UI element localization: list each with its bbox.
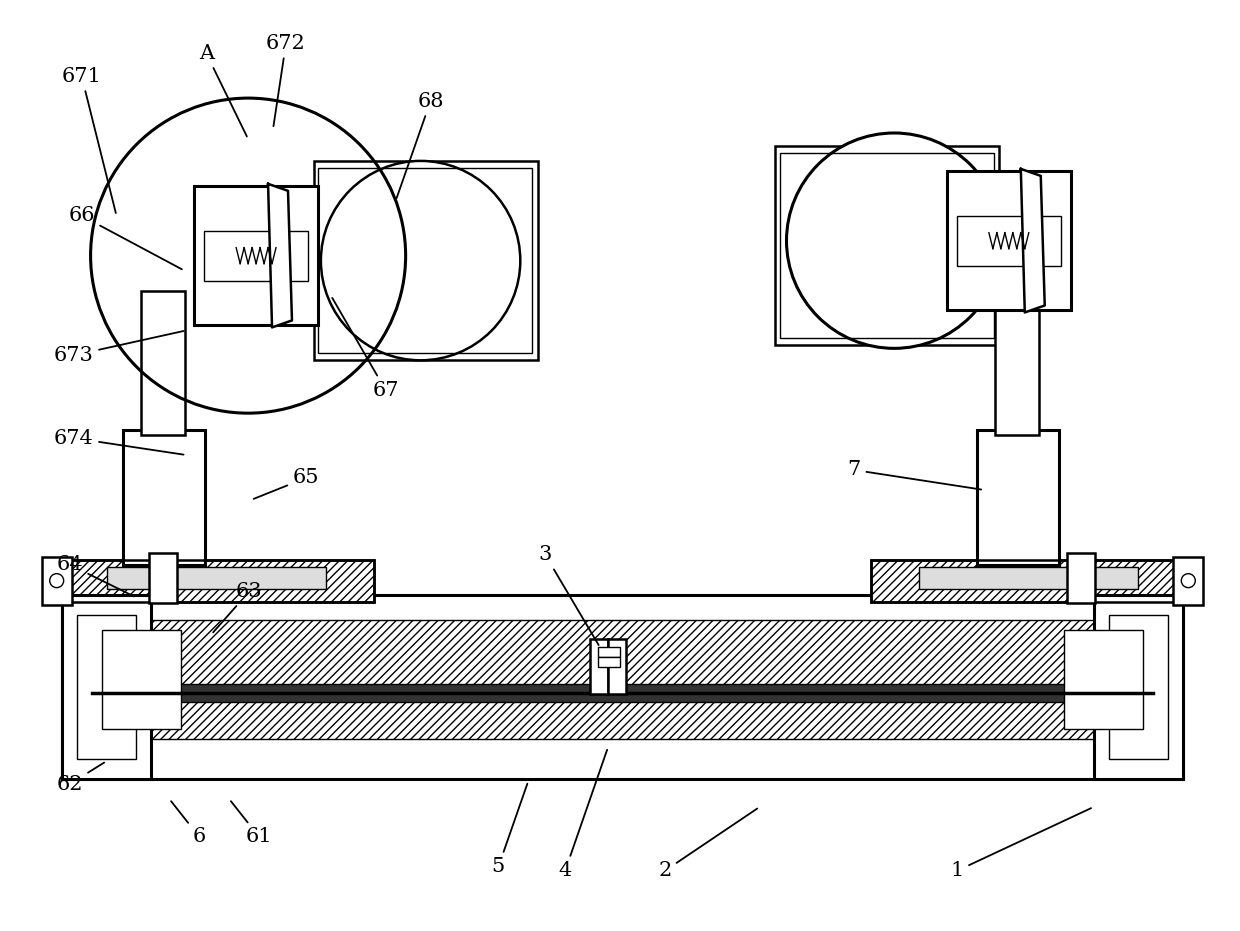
Bar xyxy=(1173,557,1203,604)
Bar xyxy=(590,640,608,695)
Bar xyxy=(42,557,72,604)
Circle shape xyxy=(1182,573,1195,587)
Bar xyxy=(92,619,1153,739)
Bar xyxy=(141,290,185,435)
Bar xyxy=(69,560,373,601)
Circle shape xyxy=(321,161,521,360)
Bar xyxy=(872,560,1176,601)
Text: 6: 6 xyxy=(171,802,206,846)
Text: 3: 3 xyxy=(538,546,599,645)
Bar xyxy=(780,153,994,338)
Bar xyxy=(1064,629,1143,729)
Text: 62: 62 xyxy=(56,762,104,793)
Bar xyxy=(77,614,136,759)
Text: 674: 674 xyxy=(53,428,184,454)
Polygon shape xyxy=(268,183,291,328)
Bar xyxy=(102,629,181,729)
Bar xyxy=(919,567,1138,588)
Circle shape xyxy=(786,133,1002,348)
Bar xyxy=(994,290,1039,435)
Bar xyxy=(149,553,177,602)
Bar xyxy=(314,161,538,360)
Text: 67: 67 xyxy=(332,298,399,399)
Text: 673: 673 xyxy=(53,331,184,365)
Text: 66: 66 xyxy=(68,207,182,269)
Text: 5: 5 xyxy=(492,784,527,876)
Text: 68: 68 xyxy=(397,91,444,198)
Circle shape xyxy=(50,573,63,587)
Bar xyxy=(872,560,1176,601)
Bar xyxy=(317,168,532,354)
Bar xyxy=(124,430,206,565)
Bar xyxy=(775,146,999,345)
Bar xyxy=(598,657,620,668)
Bar xyxy=(947,171,1070,310)
Text: 672: 672 xyxy=(267,34,306,127)
Text: 61: 61 xyxy=(231,802,273,846)
Bar xyxy=(1094,595,1183,779)
Bar xyxy=(62,595,151,779)
Text: 4: 4 xyxy=(558,749,608,881)
Bar xyxy=(62,595,1183,779)
Bar xyxy=(608,640,626,695)
Text: 1: 1 xyxy=(950,808,1091,881)
Bar xyxy=(69,560,373,601)
Bar xyxy=(92,684,1153,702)
Text: 2: 2 xyxy=(658,808,758,881)
Bar xyxy=(977,430,1059,565)
Bar xyxy=(1066,553,1095,602)
Text: 671: 671 xyxy=(62,67,115,213)
Bar xyxy=(195,186,317,326)
Text: 65: 65 xyxy=(254,468,319,499)
Bar xyxy=(1109,614,1168,759)
Text: A: A xyxy=(198,44,247,137)
Bar xyxy=(957,216,1060,265)
Text: 64: 64 xyxy=(56,555,134,597)
Bar xyxy=(205,231,308,280)
Bar xyxy=(598,647,620,657)
Bar xyxy=(107,567,326,588)
Text: 7: 7 xyxy=(848,461,981,490)
Text: 63: 63 xyxy=(213,582,263,632)
Polygon shape xyxy=(1021,169,1045,313)
